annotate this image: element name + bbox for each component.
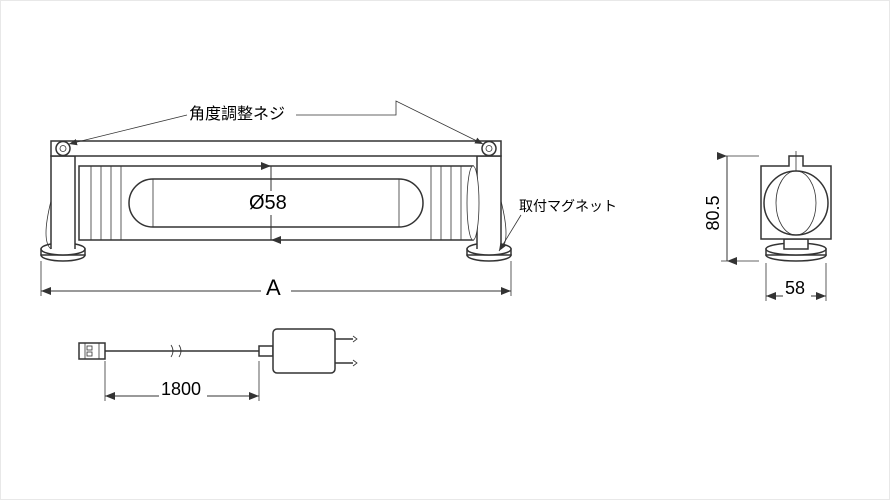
angle-screw-text: 角度調整ネジ [189, 105, 285, 123]
ac-adapter [273, 329, 335, 373]
tube-cross-section [764, 171, 828, 235]
angle-screw-right [482, 142, 496, 156]
diameter-label: Ø58 [249, 192, 287, 214]
label-magnet: 取付マグネット [499, 198, 617, 251]
dim-width-a: A [41, 261, 511, 300]
bracket-leg-right [477, 156, 501, 249]
front-view: Ø58 角度調整ネジ 取付マグネット A [41, 101, 617, 300]
bracket-leg-left [51, 156, 75, 249]
top-bar [51, 141, 501, 156]
dim-cable-length: 1800 [105, 361, 259, 401]
side-height-label: 80.5 [703, 195, 723, 230]
label-angle-screw: 角度調整ネジ [69, 101, 483, 144]
cable-length-label: 1800 [161, 379, 201, 399]
side-view: 80.5 58 [703, 151, 831, 301]
side-width-label: 58 [785, 278, 805, 298]
end-cap-right [467, 166, 479, 240]
angle-screw-left [56, 142, 70, 156]
width-a-label: A [266, 275, 281, 300]
technical-drawing: Ø58 角度調整ネジ 取付マグネット A [1, 1, 890, 501]
connector [79, 343, 105, 359]
dim-side-width: 58 [766, 263, 826, 301]
dim-side-height: 80.5 [703, 156, 759, 261]
cable-assembly: 1800 [79, 329, 357, 401]
magnet-text: 取付マグネット [519, 198, 617, 214]
diagram-container: Ø58 角度調整ネジ 取付マグネット A [0, 0, 890, 500]
